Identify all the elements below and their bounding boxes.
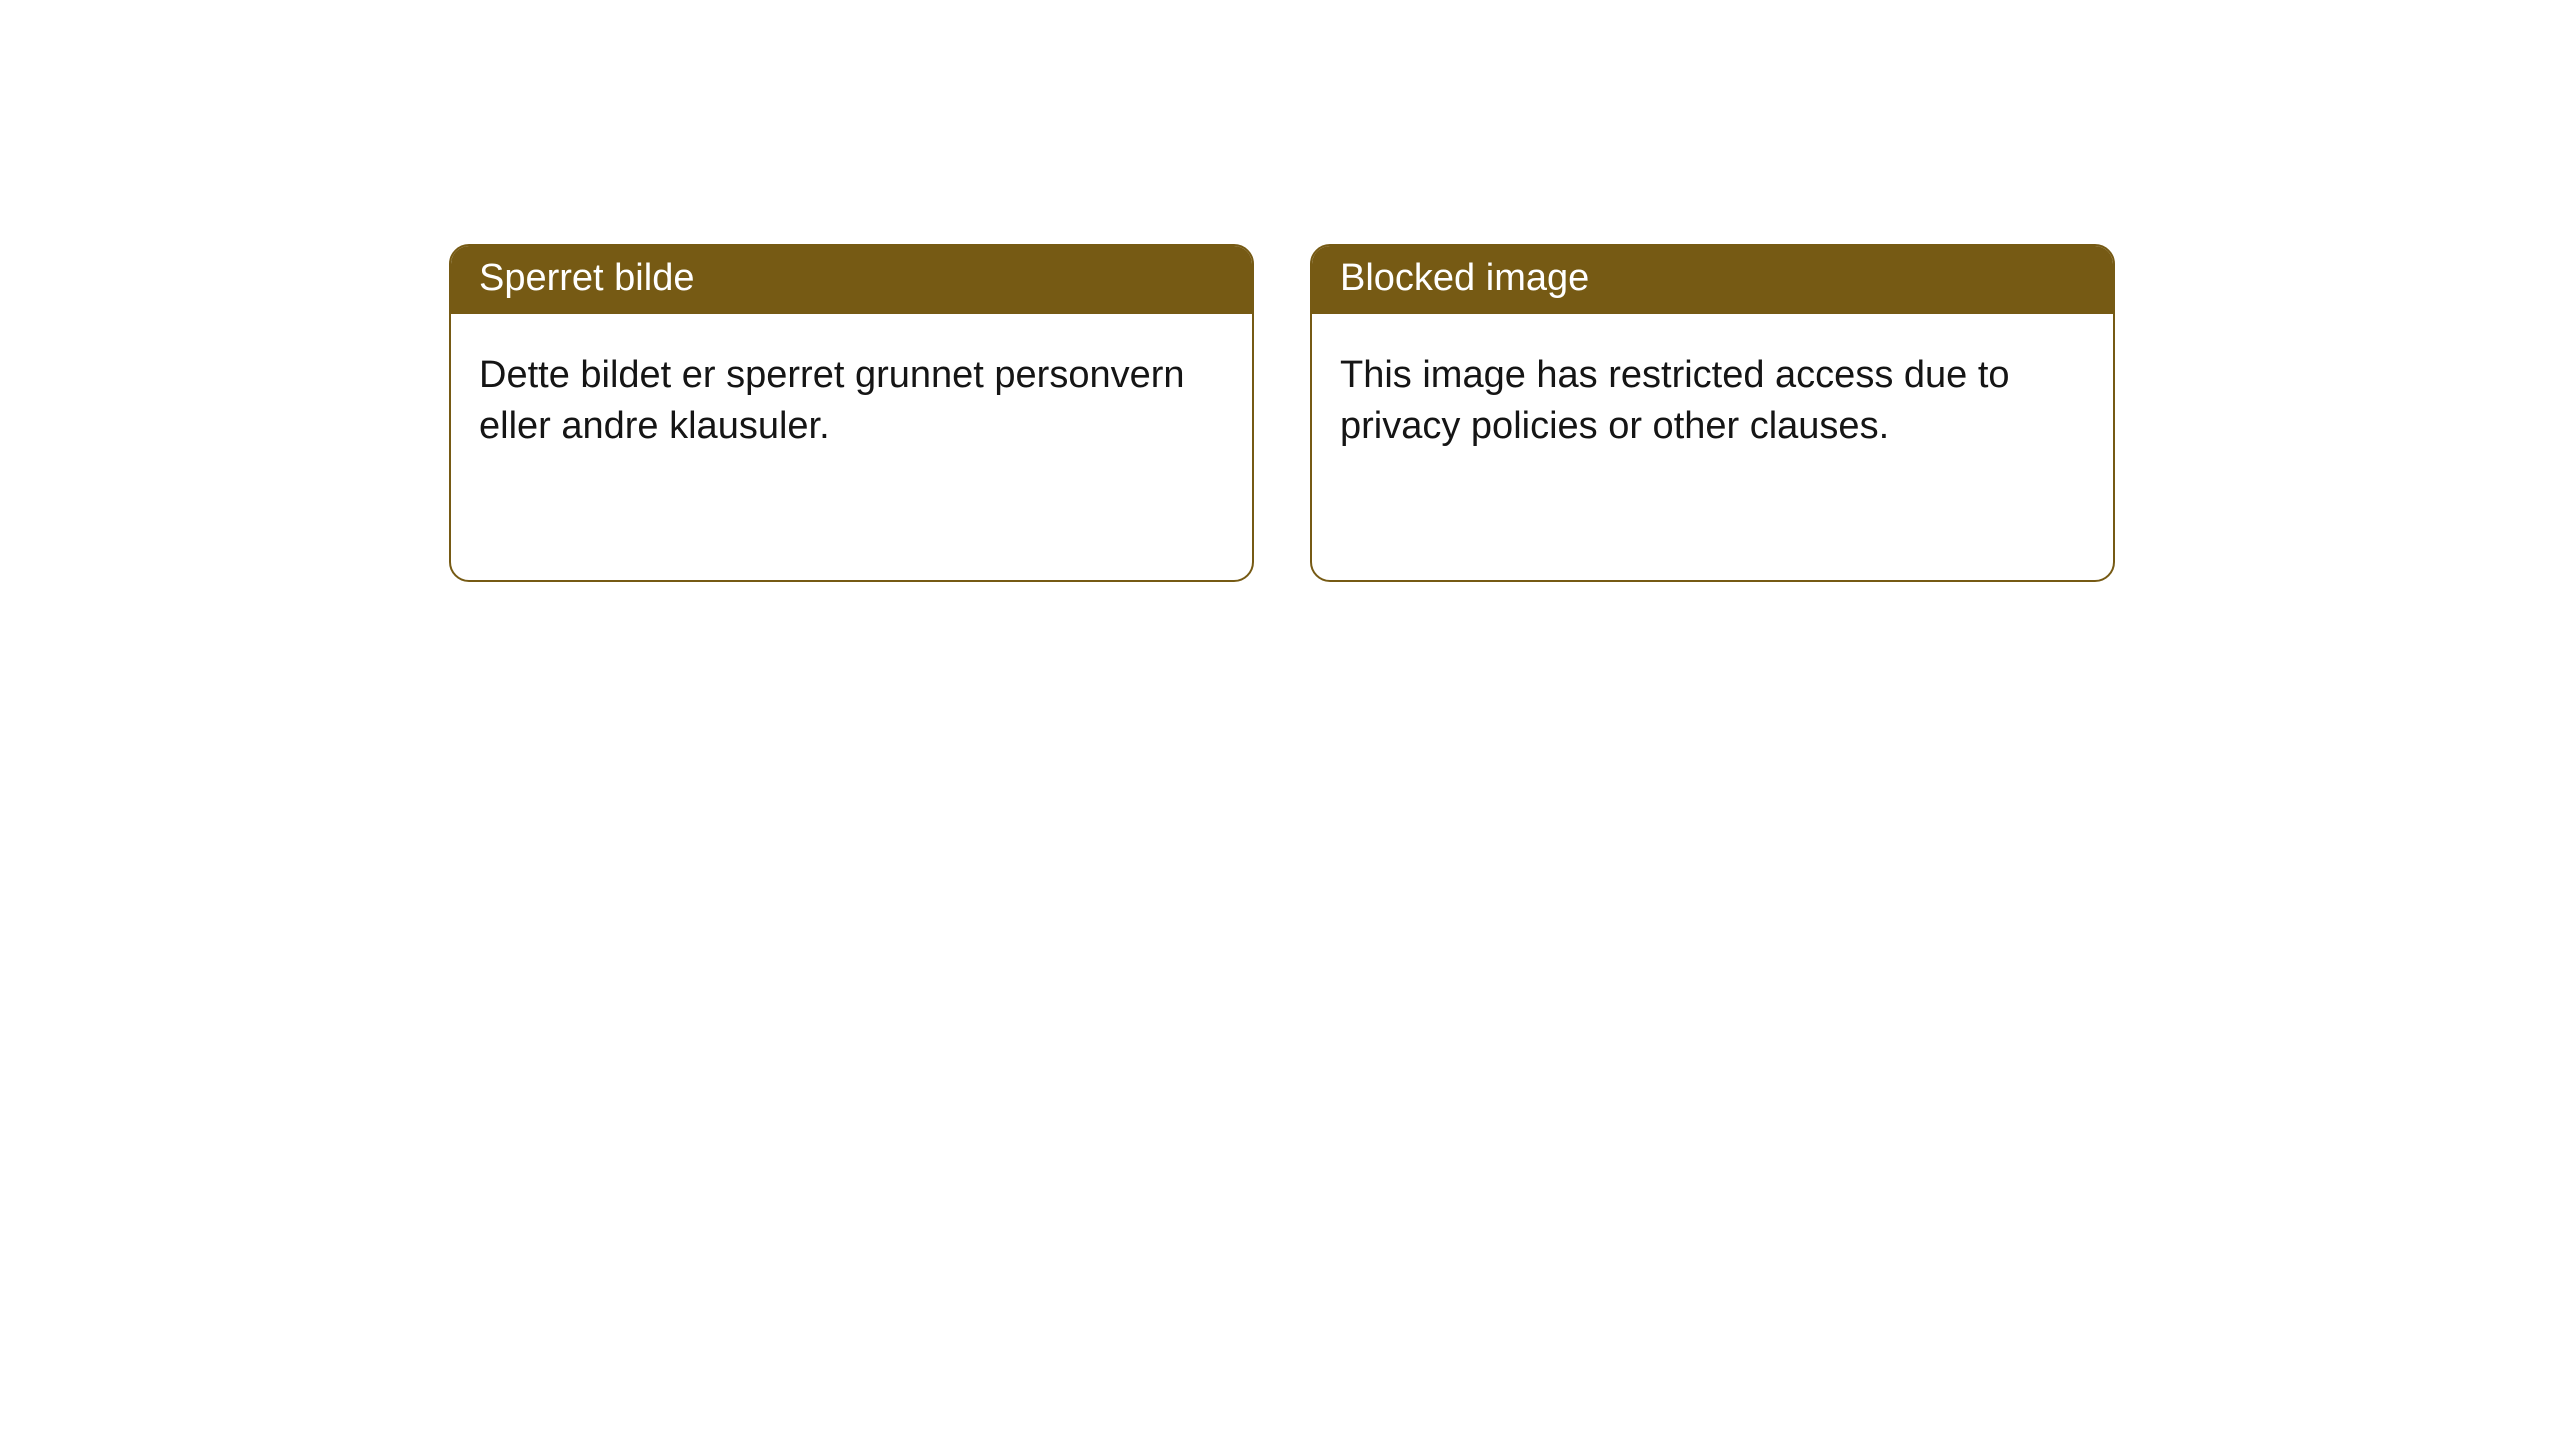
- blocked-image-card-no: Sperret bilde Dette bildet er sperret gr…: [449, 244, 1254, 582]
- card-body: This image has restricted access due to …: [1312, 314, 2113, 489]
- notice-container: Sperret bilde Dette bildet er sperret gr…: [0, 0, 2560, 582]
- card-title: Blocked image: [1312, 246, 2113, 314]
- card-body: Dette bildet er sperret grunnet personve…: [451, 314, 1252, 489]
- card-title: Sperret bilde: [451, 246, 1252, 314]
- blocked-image-card-en: Blocked image This image has restricted …: [1310, 244, 2115, 582]
